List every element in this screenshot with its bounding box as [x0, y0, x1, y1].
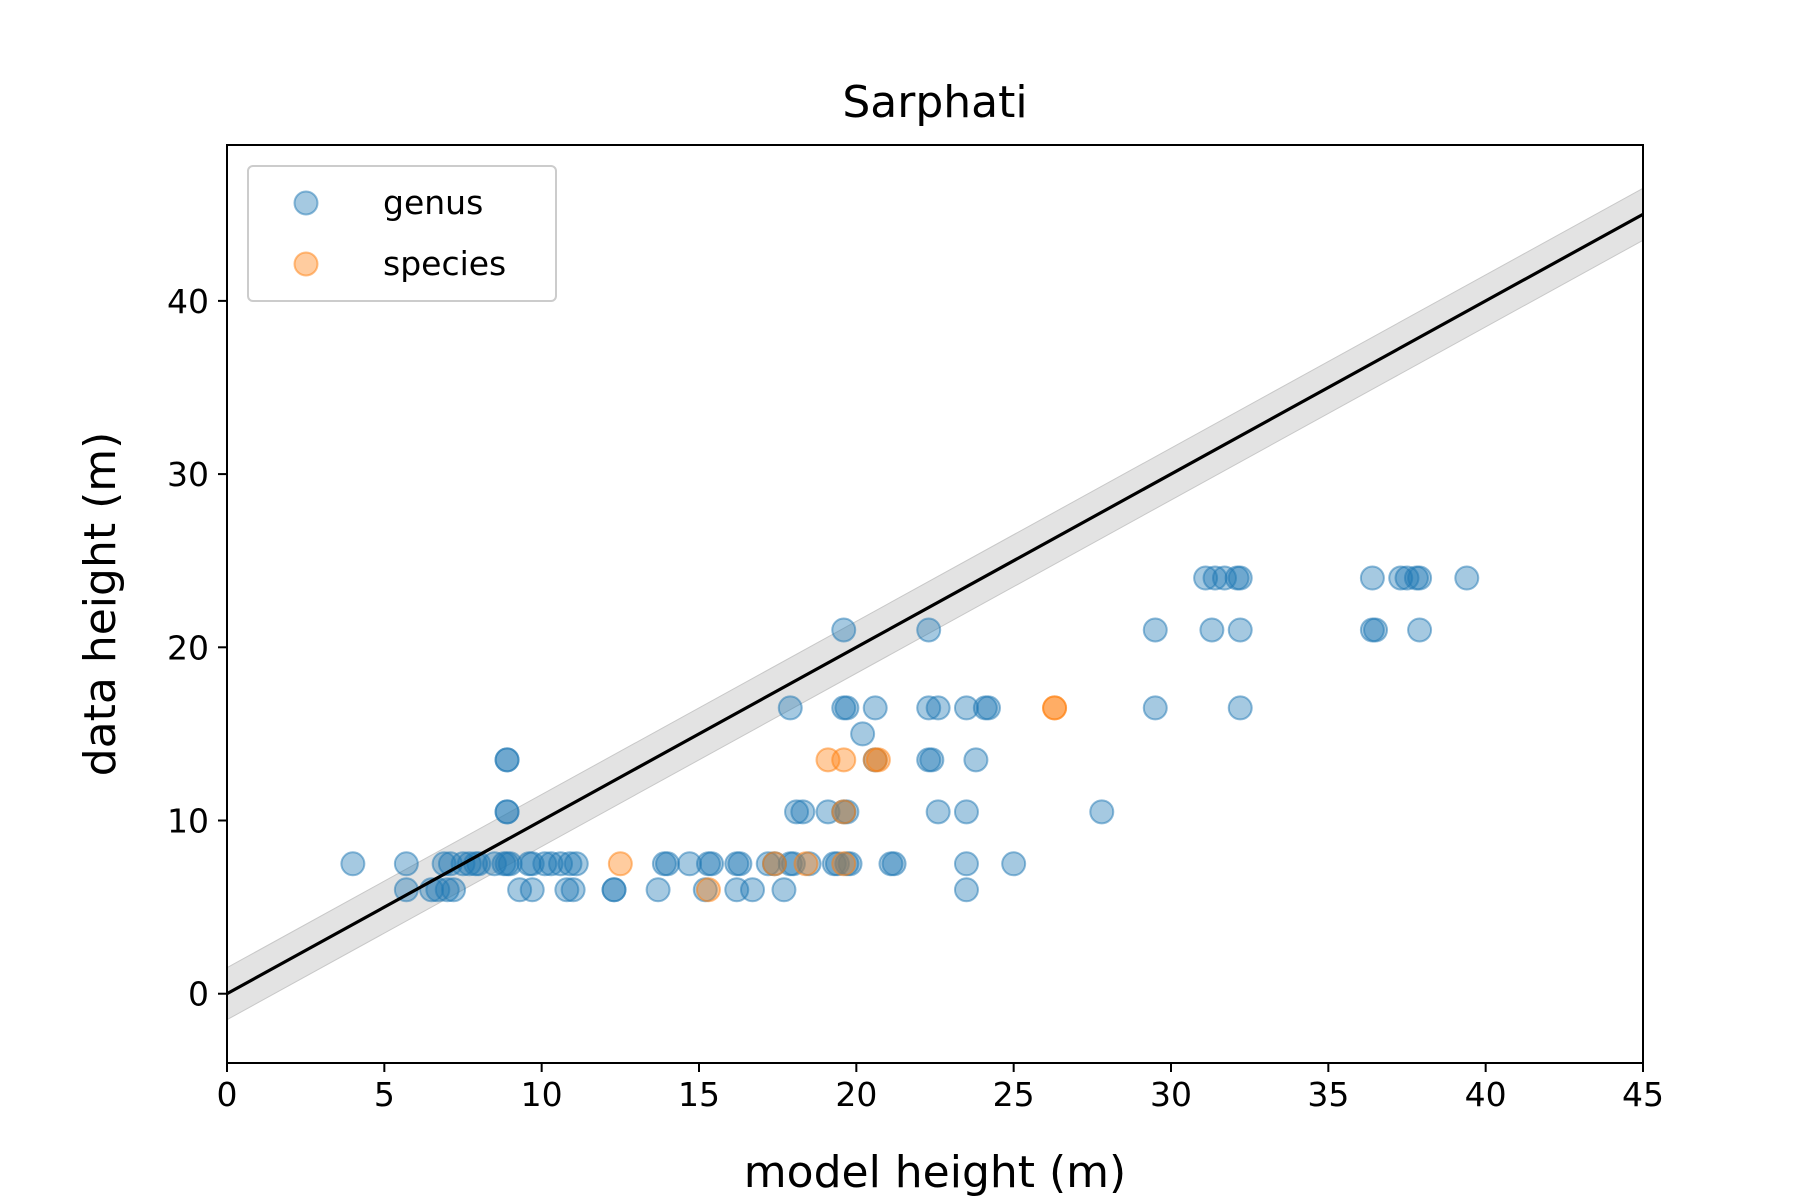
x-tick-label: 25: [993, 1075, 1035, 1114]
x-tick-label: 5: [374, 1075, 395, 1114]
genus-point: [1407, 565, 1433, 591]
genus-point: [1407, 617, 1433, 643]
genus-point: [393, 851, 419, 877]
genus-point: [560, 877, 586, 903]
species-point: [831, 747, 857, 773]
genus-point: [1089, 799, 1115, 825]
y-tick-label: 30: [167, 455, 209, 494]
genus-point: [881, 851, 907, 877]
x-tick-label: 20: [835, 1075, 877, 1114]
legend-label-species: species: [383, 244, 506, 283]
species-legend-marker: [293, 251, 319, 277]
genus-point: [925, 799, 951, 825]
x-tick-label: 35: [1307, 1075, 1349, 1114]
genus-point: [1363, 617, 1389, 643]
genus-point: [963, 747, 989, 773]
genus-point: [834, 695, 860, 721]
genus-point: [557, 851, 583, 877]
genus-point: [554, 877, 580, 903]
genus-point: [1142, 617, 1168, 643]
y-tick-label: 20: [167, 628, 209, 667]
legend-box: [247, 165, 557, 302]
genus-point: [739, 877, 765, 903]
genus-point: [953, 877, 979, 903]
genus-point: [919, 747, 945, 773]
genus-point: [975, 695, 1001, 721]
points-layer: [340, 565, 1480, 903]
genus-point: [507, 877, 533, 903]
genus-point: [1142, 695, 1168, 721]
genus-point: [1454, 565, 1480, 591]
x-axis-label: model height (m): [744, 1147, 1126, 1198]
species-point: [831, 851, 857, 877]
genus-point: [441, 877, 467, 903]
genus-point: [850, 721, 876, 747]
chart-title: Sarphati: [842, 77, 1027, 128]
y-axis-label: data height (m): [75, 432, 126, 777]
genus-point: [727, 851, 753, 877]
genus-point: [538, 851, 564, 877]
genus-point: [601, 877, 627, 903]
legend: genus species: [247, 165, 557, 302]
legend-label-genus: genus: [383, 183, 483, 222]
genus-point: [699, 851, 725, 877]
y-tick-label: 0: [188, 975, 209, 1014]
genus-point: [563, 851, 589, 877]
genus-point: [916, 617, 942, 643]
x-tick-label: 40: [1465, 1075, 1507, 1114]
x-tick-label: 0: [217, 1075, 238, 1114]
species-point: [1042, 695, 1068, 721]
genus-point: [519, 877, 545, 903]
genus-point: [645, 877, 671, 903]
genus-point: [519, 851, 545, 877]
genus-point: [494, 747, 520, 773]
species-point: [607, 851, 633, 877]
genus-point: [1193, 565, 1219, 591]
genus-point: [837, 851, 863, 877]
genus-point: [916, 695, 942, 721]
axes-layer: 0 5 10 15 20 25 30 35 40 45 0 10 20 30 40: [167, 144, 1664, 1114]
reference-line: [227, 212, 1643, 996]
genus-point: [790, 799, 816, 825]
reference-line-layer: [227, 212, 1643, 996]
genus-point: [340, 851, 366, 877]
species-point: [831, 799, 857, 825]
species-point: [695, 877, 721, 903]
genus-point: [953, 799, 979, 825]
x-tick-label: 10: [521, 1075, 563, 1114]
x-tick-label: 45: [1622, 1075, 1664, 1114]
genus-point: [925, 695, 951, 721]
genus-legend-marker: [293, 190, 319, 216]
species-point: [793, 851, 819, 877]
genus-point: [1227, 617, 1253, 643]
x-tick-label: 30: [1150, 1075, 1192, 1114]
genus-point: [831, 617, 857, 643]
genus-point: [655, 851, 681, 877]
genus-point: [1001, 851, 1027, 877]
genus-point: [862, 695, 888, 721]
plot-frame: [226, 144, 1644, 1064]
genus-point: [824, 851, 850, 877]
genus-point: [771, 877, 797, 903]
genus-point: [784, 799, 810, 825]
species-point: [865, 747, 891, 773]
genus-point: [434, 877, 460, 903]
x-tick-label: 15: [678, 1075, 720, 1114]
genus-point: [777, 695, 803, 721]
genus-point: [1227, 695, 1253, 721]
y-tick-label: 10: [167, 802, 209, 841]
y-tick-label: 40: [167, 282, 209, 321]
genus-point: [1394, 565, 1420, 591]
species-point: [762, 851, 788, 877]
genus-point: [1359, 565, 1385, 591]
genus-point: [494, 799, 520, 825]
genus-point: [953, 851, 979, 877]
genus-point: [1199, 617, 1225, 643]
genus-point: [1227, 565, 1253, 591]
